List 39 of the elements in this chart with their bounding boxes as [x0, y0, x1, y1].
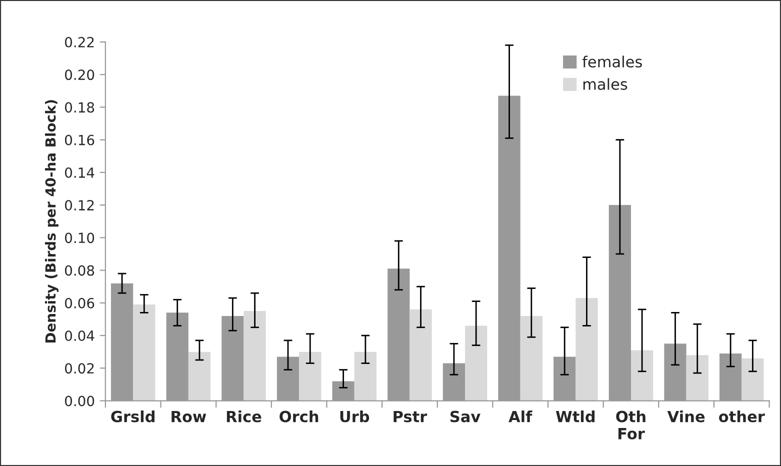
bar: [465, 326, 488, 401]
x-tick-label: Orch: [280, 410, 318, 422]
y-tick-label: 0.06: [65, 298, 94, 308]
y-tick-label: 0.10: [65, 232, 94, 244]
y-tick-label: 0.08: [65, 265, 94, 276]
x-tick-label: Sav: [450, 410, 480, 422]
x-tick-label: Row: [172, 410, 206, 422]
x-tick-label: Vine: [667, 410, 705, 422]
legend-label: males: [583, 78, 628, 90]
x-tick-label: Urb: [340, 410, 370, 422]
y-tick-label: 0.18: [65, 102, 94, 113]
bar: [630, 350, 654, 401]
bar: [244, 311, 266, 401]
x-tick-label: Rice: [226, 410, 262, 422]
x-tick-label: Alf: [508, 410, 532, 422]
y-tick-label: 0.12: [65, 200, 94, 211]
y-tick-label: 0.02: [65, 363, 94, 374]
x-tick-label: Pstr: [394, 410, 428, 422]
bar: [742, 358, 764, 401]
bar: [133, 304, 156, 401]
bar: [686, 355, 708, 401]
x-tick-label: other: [718, 410, 765, 422]
y-tick-label: 0.22: [65, 36, 94, 48]
bar: [576, 298, 598, 401]
y-tick-label: 0.16: [65, 134, 94, 146]
y-axis-title: Density (Birds per 40-ha Block): [44, 100, 59, 343]
bar: [299, 352, 322, 401]
y-tick-label: 0.04: [65, 330, 94, 341]
x-tick-label: Grsld: [111, 410, 154, 422]
bar: [520, 316, 542, 401]
y-tick-label: 0.14: [65, 167, 94, 178]
x-tick-label: Oth For: [616, 410, 646, 440]
x-tick-label: Wtld: [556, 410, 595, 422]
legend-label: females: [582, 56, 642, 68]
bar: [188, 352, 211, 401]
y-tick-label: 0.00: [65, 396, 94, 406]
bar: [354, 352, 377, 401]
y-tick-label: 0.20: [65, 70, 94, 80]
bar: [410, 309, 432, 401]
